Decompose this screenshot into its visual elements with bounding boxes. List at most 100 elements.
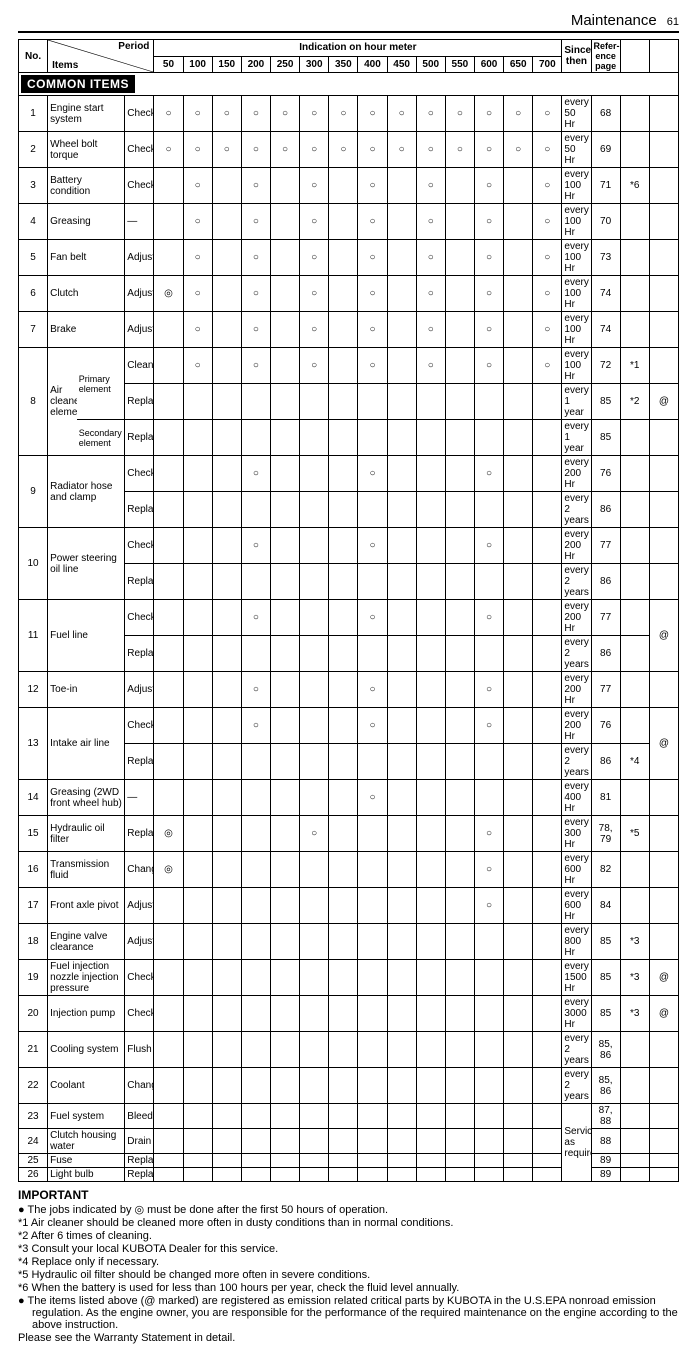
mark-cell: ○ [416,204,445,240]
mark-cell [329,204,358,240]
mark-cell: ○ [474,132,503,168]
mark-cell: ○ [474,312,503,348]
mark-cell [416,1154,445,1168]
mark-cell [212,1129,241,1154]
mark-cell: ○ [358,240,387,276]
note2-cell [649,1129,678,1154]
mark-cell [387,420,416,456]
mark-cell: ○ [533,312,562,348]
mark-cell: ○ [358,348,387,384]
ref-cell: 76 [591,456,620,492]
since-cell: every 100 Hr [562,204,591,240]
ref-cell: 77 [591,600,620,636]
section-row: COMMON ITEMS [19,73,679,96]
row-num: 19 [19,960,48,996]
mark-cell [329,672,358,708]
mark-cell [533,1168,562,1182]
ref-cell: 72 [591,348,620,384]
mark-cell [504,744,533,780]
col-note1 [620,40,649,73]
mark-cell: ○ [212,132,241,168]
mark-cell [270,852,299,888]
row-num: 13 [19,708,48,780]
note2-cell [649,1168,678,1182]
mark-cell [504,1068,533,1104]
note2-cell: @ [649,996,678,1032]
note1-cell: *3 [620,996,649,1032]
mark-cell [183,1168,212,1182]
mark-cell [416,780,445,816]
note2-cell [649,96,678,132]
row-item: Coolant [48,1068,125,1104]
mark-cell [358,1032,387,1068]
mark-cell: ○ [416,276,445,312]
mark-cell [504,240,533,276]
mark-cell [416,636,445,672]
mark-cell [183,456,212,492]
mark-cell [387,204,416,240]
since-cell: every 100 Hr [562,276,591,312]
sub-item: Secondary element [77,420,125,456]
mark-cell: ○ [241,456,270,492]
row-action: Check [125,600,154,636]
mark-cell [445,276,474,312]
mark-cell [183,816,212,852]
mark-cell [329,240,358,276]
note-line: *1 Air cleaner should be cleaned more of… [32,1217,679,1229]
note2-cell [649,888,678,924]
mark-cell [241,816,270,852]
mark-cell [154,240,183,276]
since-cell: every 1500 Hr [562,960,591,996]
mark-cell [212,204,241,240]
ref-cell: 89 [591,1154,620,1168]
mark-cell [241,1104,270,1129]
mark-cell: ○ [416,96,445,132]
mark-cell [358,996,387,1032]
mark-cell: ◎ [154,276,183,312]
ref-cell: 85, 86 [591,1032,620,1068]
ref-cell: 85 [591,996,620,1032]
row-item: Intake air line [48,708,125,780]
note2-cell [649,492,678,528]
ref-cell: 85 [591,384,620,420]
since-cell: every 1 year [562,384,591,420]
mark-cell [300,600,329,636]
mark-cell [300,744,329,780]
row-action: — [125,204,154,240]
row-num: 26 [19,1168,48,1182]
mark-cell [300,564,329,600]
mark-cell [533,708,562,744]
row-item: Injection pump [48,996,125,1032]
mark-cell [154,564,183,600]
mark-cell: ○ [183,96,212,132]
row-action: Check [125,132,154,168]
note-line: *3 Consult your local KUBOTA Dealer for … [32,1243,679,1255]
mark-cell [241,1129,270,1154]
mark-cell [416,672,445,708]
mark-cell [504,708,533,744]
mark-cell [445,456,474,492]
note1-cell [620,132,649,168]
mark-cell: ○ [329,96,358,132]
note1-cell: *1 [620,348,649,384]
mark-cell: ○ [533,132,562,168]
mark-cell [212,420,241,456]
mark-cell [329,564,358,600]
mark-cell [212,348,241,384]
row-num: 1 [19,96,48,132]
mark-cell [533,600,562,636]
row-action: Replace [125,384,154,420]
row-item: Air cleaner element [48,348,77,456]
mark-cell [241,636,270,672]
since-cell: every 2 years [562,636,591,672]
note2-cell [649,348,678,384]
mark-cell [300,636,329,672]
mark-cell [183,1104,212,1129]
mark-cell [154,1168,183,1182]
mark-cell [445,1154,474,1168]
mark-cell [504,528,533,564]
mark-cell [533,1068,562,1104]
mark-cell: ○ [241,96,270,132]
mark-cell: ○ [474,672,503,708]
mark-cell [270,1068,299,1104]
